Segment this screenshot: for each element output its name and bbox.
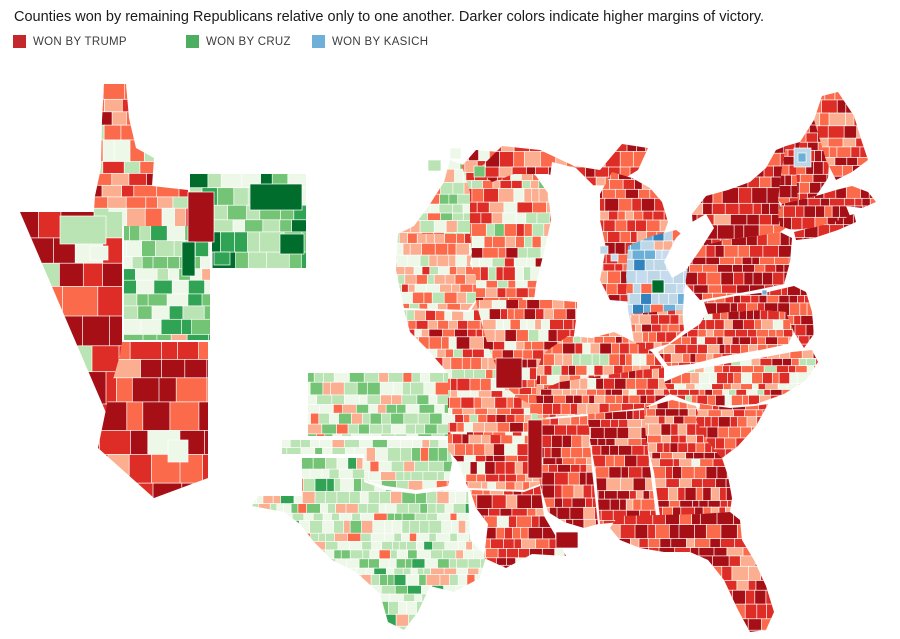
county-patch-illinois-south-dark bbox=[495, 357, 523, 389]
county-patch-nevada-pale-green bbox=[89, 245, 109, 261]
county-patch-michigan-blue-a bbox=[599, 245, 609, 255]
county-patch-minnesota-g1 bbox=[427, 159, 442, 172]
county-patch-elko-light-green bbox=[59, 215, 107, 245]
county-patch-holmes-county-green bbox=[651, 279, 665, 294]
county-patch-michigan-blue-b bbox=[610, 253, 619, 262]
region-texas bbox=[252, 458, 486, 630]
region-utah bbox=[124, 226, 210, 340]
legend-item-cruz: WON BY CRUZ bbox=[186, 35, 291, 48]
county-patch-minnesota-g3 bbox=[473, 165, 486, 178]
kasich-color-swatch bbox=[312, 35, 325, 48]
county-patch-maryland-blue-dot bbox=[761, 289, 768, 296]
county-patch-wyoming-west-green bbox=[181, 241, 196, 277]
county-patch-north-country-blue-core bbox=[797, 152, 807, 163]
county-patch-minnesota-g2 bbox=[449, 147, 462, 160]
region-florida bbox=[610, 512, 774, 632]
region-kansas bbox=[308, 373, 448, 436]
county-patch-wyoming-ne-green bbox=[249, 183, 303, 211]
county-patch-mississippi-river-dark bbox=[527, 419, 543, 479]
county-patch-wyoming-mid-green bbox=[213, 251, 231, 266]
legend-label-kasich: WON BY KASICH bbox=[332, 36, 429, 48]
legend-item-kasich: WON BY KASICH bbox=[312, 35, 428, 48]
lake-erie bbox=[664, 214, 714, 278]
legend: WON BY TRUMP WON BY CRUZ WON BY KASICH bbox=[0, 35, 900, 53]
legend-label-cruz: WON BY CRUZ bbox=[206, 36, 291, 48]
lake-huron bbox=[652, 162, 700, 214]
region-iowa bbox=[396, 234, 476, 310]
legend-item-trump: WON BY TRUMP bbox=[13, 35, 127, 48]
county-patch-new-orleans-dark bbox=[555, 531, 579, 549]
legend-label-trump: WON BY TRUMP bbox=[33, 36, 127, 48]
cruz-color-swatch bbox=[186, 35, 199, 48]
region-arkansas bbox=[448, 434, 540, 490]
county-patch-teton-dark-red bbox=[187, 191, 215, 243]
county-patch-arizona-pale-county bbox=[167, 439, 189, 463]
lake-michigan bbox=[548, 162, 600, 300]
trump-color-swatch bbox=[13, 35, 26, 48]
county-patch-wyoming-se-green bbox=[279, 233, 305, 255]
map-caption: Counties won by remaining Republicans re… bbox=[14, 9, 765, 25]
